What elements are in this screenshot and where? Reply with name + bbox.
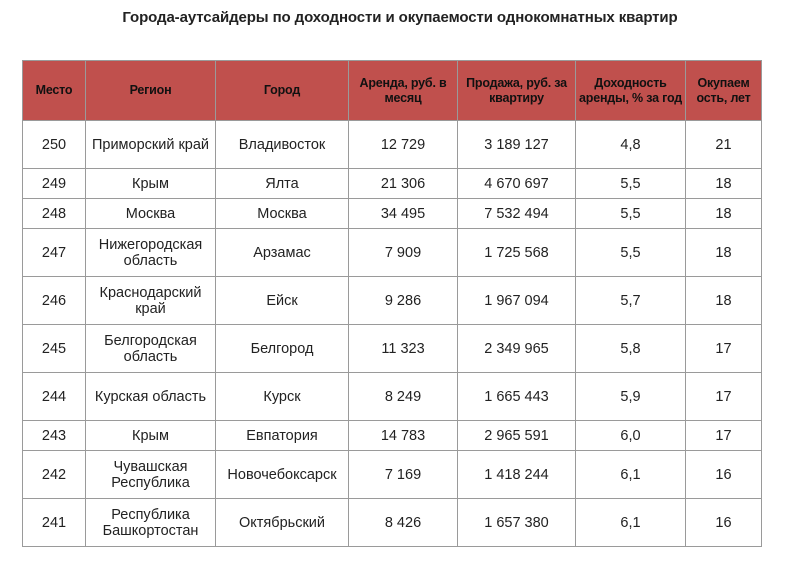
cell-region: Нижегородская область [85,228,216,277]
cell-payback: 16 [685,498,762,547]
header-sale: Продажа, руб. за квартиру [457,60,576,121]
cell-payback: 16 [685,450,762,499]
cell-region: Москва [85,198,216,229]
cell-city: Арзамас [215,228,349,277]
cell-payback: 17 [685,420,762,451]
cell-sale: 1 657 380 [457,498,576,547]
table-row: 250 Приморский край Владивосток 12 729 3… [22,120,762,169]
cell-sale: 1 418 244 [457,450,576,499]
cell-yield: 6,1 [575,450,686,499]
cell-sale: 2 965 591 [457,420,576,451]
cell-yield: 5,7 [575,276,686,325]
cell-rank: 247 [22,228,86,277]
table-row: 243 Крым Евпатория 14 783 2 965 591 6,0 … [22,420,762,451]
cell-payback: 18 [685,276,762,325]
header-row: Место Регион Город Аренда, руб. в месяц … [22,60,762,121]
cities-table: Место Регион Город Аренда, руб. в месяц … [22,60,762,547]
cell-sale: 2 349 965 [457,324,576,373]
cell-rent: 7 909 [348,228,458,277]
cell-rank: 246 [22,276,86,325]
cell-city: Владивосток [215,120,349,169]
cell-yield: 5,9 [575,372,686,421]
cell-rank: 241 [22,498,86,547]
cell-yield: 4,8 [575,120,686,169]
cell-rank: 249 [22,168,86,199]
cell-sale: 1 665 443 [457,372,576,421]
cell-rent: 11 323 [348,324,458,373]
cell-rent: 21 306 [348,168,458,199]
table-row: 241 Республика Башкортостан Октябрьский … [22,498,762,547]
cell-sale: 7 532 494 [457,198,576,229]
cell-region: Крым [85,168,216,199]
cell-city: Белгород [215,324,349,373]
cell-city: Октябрьский [215,498,349,547]
cell-sale: 4 670 697 [457,168,576,199]
cell-rank: 248 [22,198,86,229]
cell-sale: 1 967 094 [457,276,576,325]
table-row: 245 Белгородская область Белгород 11 323… [22,324,762,373]
cell-payback: 17 [685,324,762,373]
cell-city: Курск [215,372,349,421]
table-row: 247 Нижегородская область Арзамас 7 909 … [22,228,762,277]
cell-yield: 5,8 [575,324,686,373]
cell-city: Новочебоксарск [215,450,349,499]
cell-region: Крым [85,420,216,451]
header-region: Регион [85,60,216,121]
cell-city: Ялта [215,168,349,199]
cell-rent: 14 783 [348,420,458,451]
header-rent: Аренда, руб. в месяц [348,60,458,121]
cell-rent: 9 286 [348,276,458,325]
header-payback: Окупаем ость, лет [685,60,762,121]
cell-payback: 18 [685,228,762,277]
cell-region: Чувашская Республика [85,450,216,499]
cell-city: Москва [215,198,349,229]
table-row: 244 Курская область Курск 8 249 1 665 44… [22,372,762,421]
cell-rank: 243 [22,420,86,451]
cell-yield: 5,5 [575,198,686,229]
cell-city: Евпатория [215,420,349,451]
cell-rank: 244 [22,372,86,421]
cell-region: Краснодарский край [85,276,216,325]
cell-city: Ейск [215,276,349,325]
cell-rent: 34 495 [348,198,458,229]
cell-rent: 8 426 [348,498,458,547]
cell-sale: 3 189 127 [457,120,576,169]
cell-rent: 12 729 [348,120,458,169]
table-row: 246 Краснодарский край Ейск 9 286 1 967 … [22,276,762,325]
cell-yield: 6,1 [575,498,686,547]
cell-rank: 250 [22,120,86,169]
cell-region: Республика Башкортостан [85,498,216,547]
cell-payback: 18 [685,198,762,229]
header-city: Город [215,60,349,121]
cell-region: Курская область [85,372,216,421]
cell-rank: 245 [22,324,86,373]
cell-region: Приморский край [85,120,216,169]
cell-payback: 21 [685,120,762,169]
cell-rent: 8 249 [348,372,458,421]
table-row: 248 Москва Москва 34 495 7 532 494 5,5 1… [22,198,762,229]
cell-yield: 6,0 [575,420,686,451]
cell-sale: 1 725 568 [457,228,576,277]
cell-payback: 18 [685,168,762,199]
page-title: Города-аутсайдеры по доходности и окупае… [122,9,678,26]
cell-payback: 17 [685,372,762,421]
cell-region: Белгородская область [85,324,216,373]
table-row: 242 Чувашская Республика Новочебоксарск … [22,450,762,499]
header-yield: Доходность аренды, % за год [575,60,686,121]
cell-rank: 242 [22,450,86,499]
cell-yield: 5,5 [575,228,686,277]
cell-yield: 5,5 [575,168,686,199]
cell-rent: 7 169 [348,450,458,499]
table-row: 249 Крым Ялта 21 306 4 670 697 5,5 18 [22,168,762,199]
header-rank: Место [22,60,86,121]
